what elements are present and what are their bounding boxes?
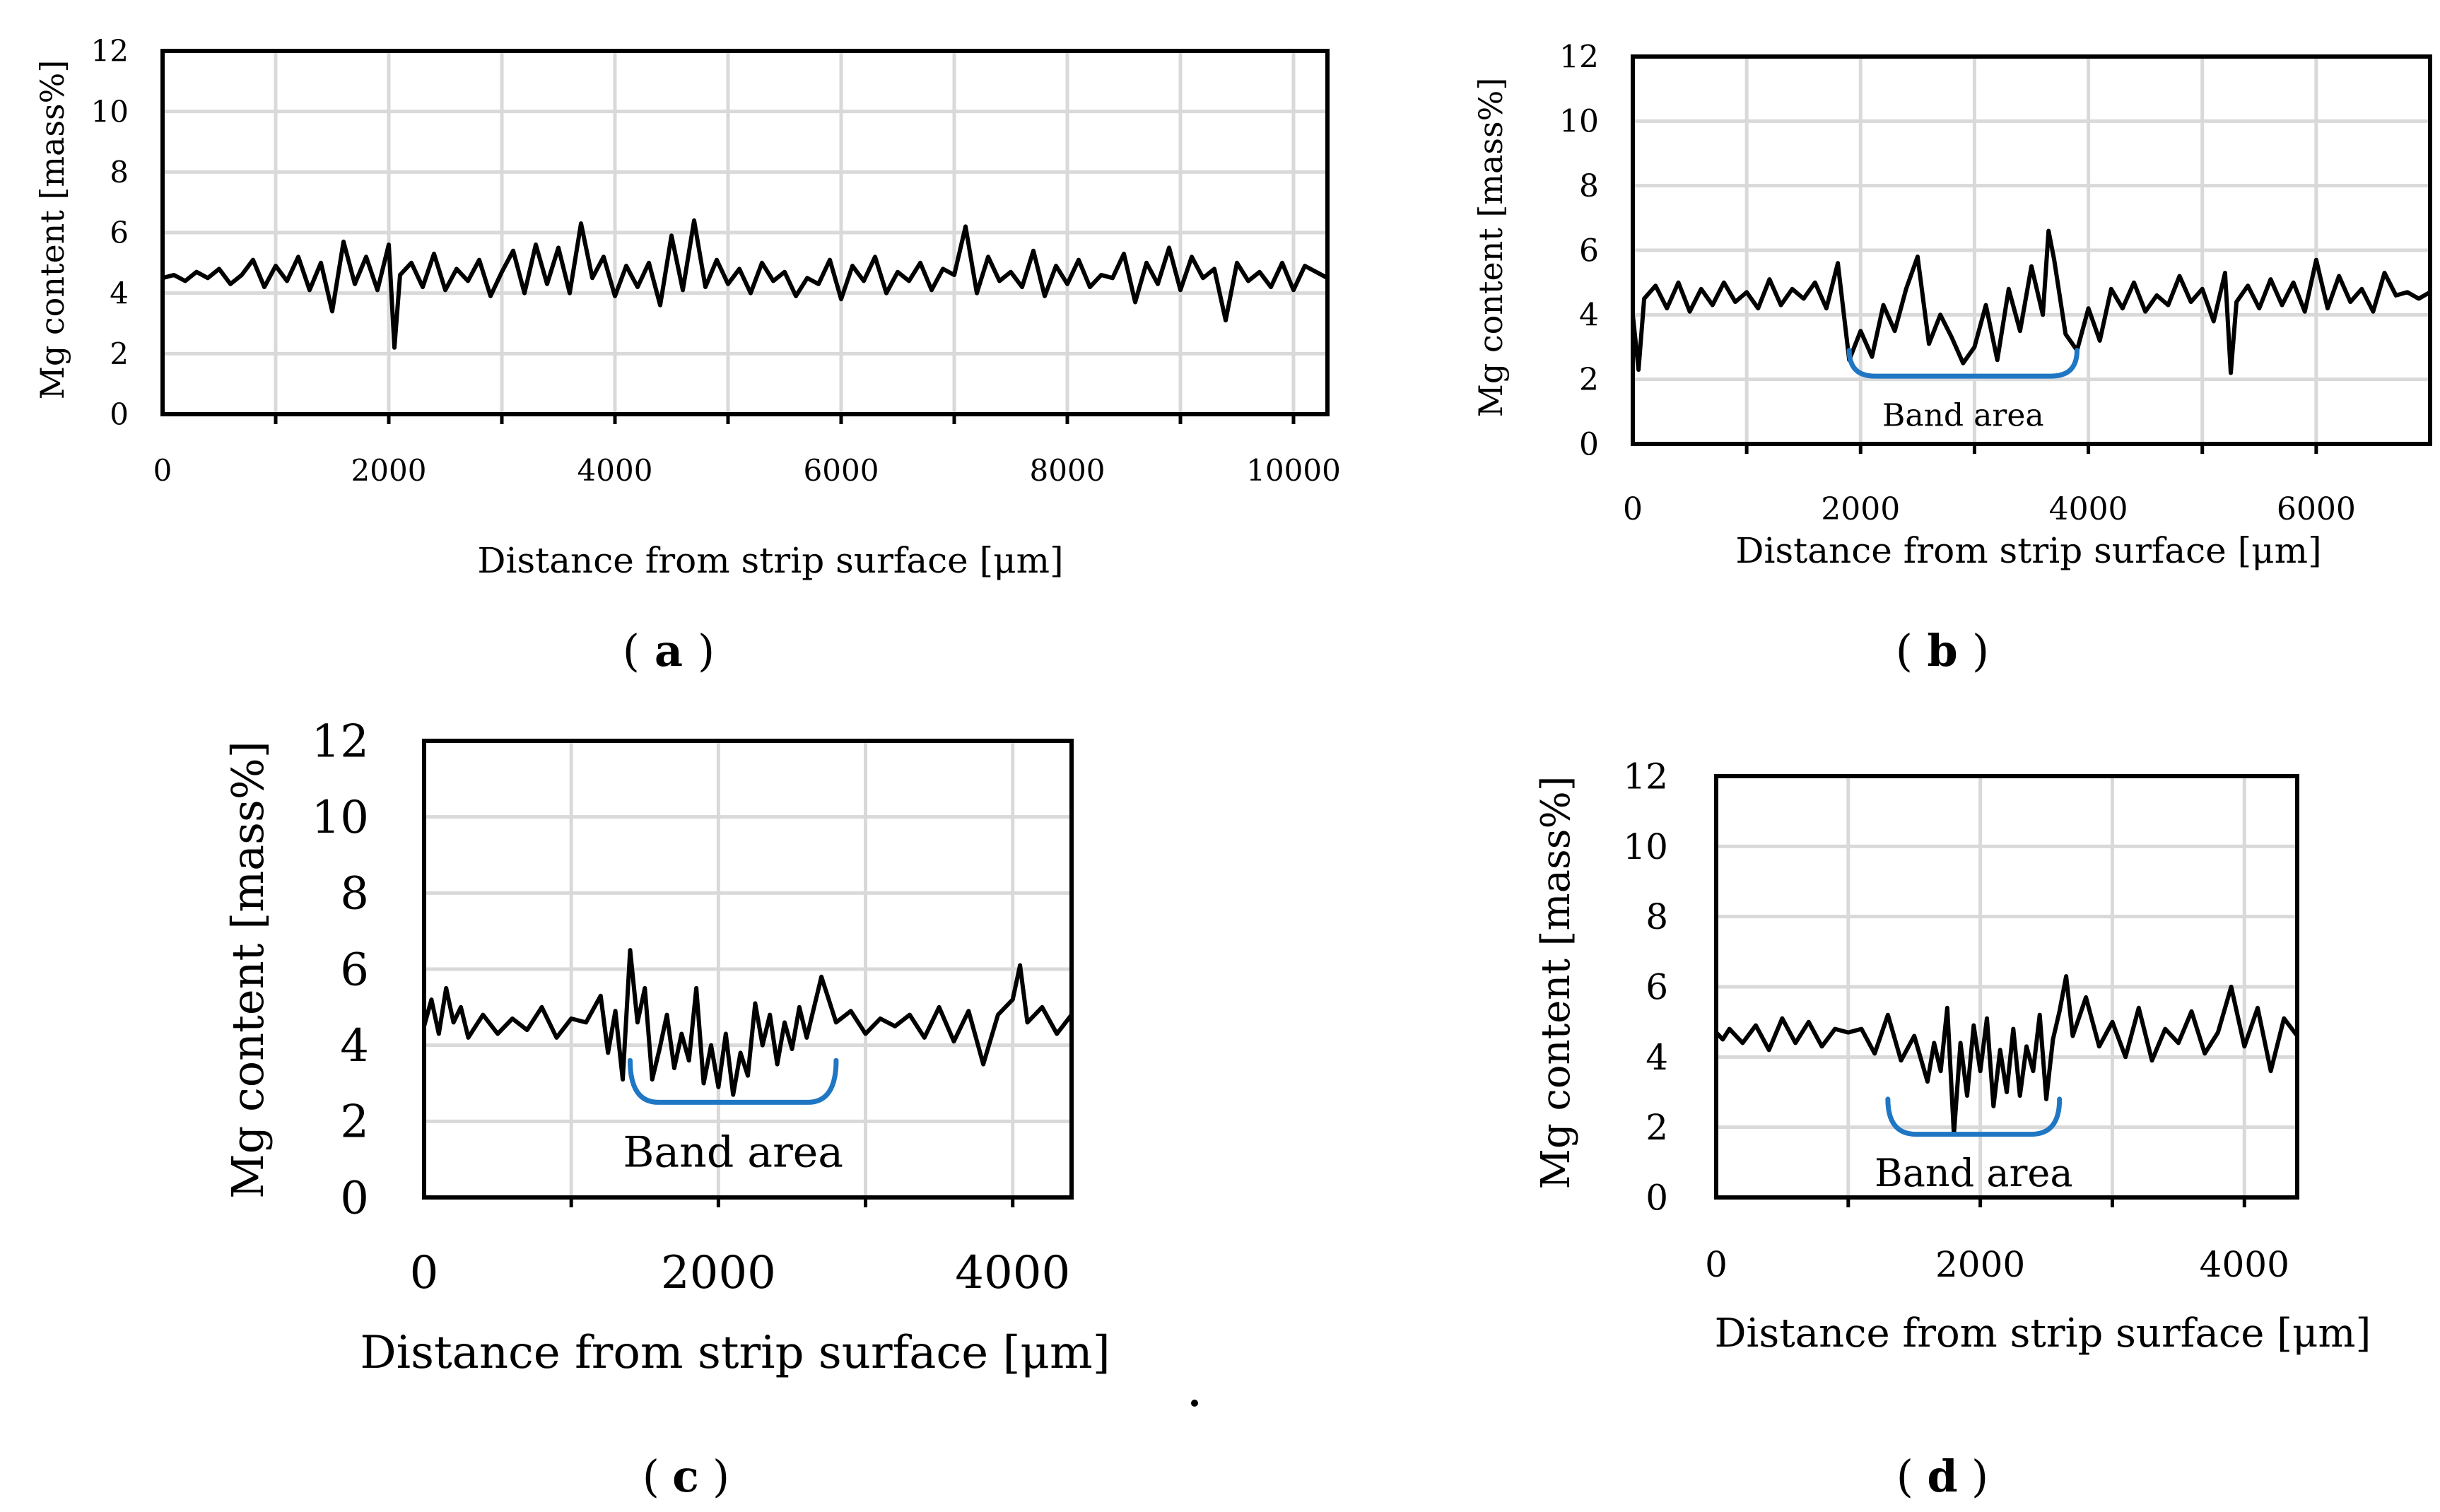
chart-a-panel-label-close: ) xyxy=(698,625,715,676)
chart-c-annotation: Band area xyxy=(623,1057,843,1177)
chart-a-xtick-label: 4000 xyxy=(577,453,653,488)
chart-a-xtick-label: 10000 xyxy=(1246,453,1341,488)
chart-c-gridlines xyxy=(424,741,1072,1197)
chart-b-ticks: 0 2 4 6 8 10 12 0 2000 4000 6000 xyxy=(1559,39,2356,527)
chart-c-y-axis-label: Mg content [mass%] xyxy=(222,741,274,1199)
chart-a-xtick-label: 0 xyxy=(153,453,172,488)
chart-c-ytick-label: 10 xyxy=(312,792,369,844)
chart-d-panel-label: d xyxy=(1927,1451,1957,1502)
chart-c-ytick-label: 12 xyxy=(312,715,369,768)
chart-c-band-label: Band area xyxy=(623,1127,843,1177)
chart-c-panel-label: c xyxy=(672,1451,699,1502)
chart-d-ytick-label: 0 xyxy=(1646,1178,1668,1219)
chart-a-series xyxy=(160,218,1330,350)
chart-b-ytick-label: 10 xyxy=(1559,104,1599,140)
chart-b-ytick-label: 2 xyxy=(1579,362,1599,398)
chart-c-panel-label-close: ) xyxy=(712,1451,729,1502)
chart-b-xtick-label: 4000 xyxy=(2049,491,2128,527)
chart-panel-c: 0 2 4 6 8 10 12 0 2000 4000 Band area Distance fr… xyxy=(222,715,1110,1502)
chart-b-xtick-label: 6000 xyxy=(2277,491,2356,527)
chart-b-x-axis-label: Distance from strip surface [μm] xyxy=(1735,530,2321,571)
chart-a-xtick-label: 6000 xyxy=(804,453,879,488)
chart-c-ytick-label: 8 xyxy=(340,868,369,920)
chart-d-series-line xyxy=(1714,974,2299,1137)
chart-d-annotation: Band area xyxy=(1875,1096,2073,1195)
chart-d-ytick-label: 8 xyxy=(1646,896,1668,937)
chart-b-plot-frame xyxy=(1631,54,2432,446)
chart-b-panel-label-close: ) xyxy=(1972,625,1989,676)
chart-b-ytick-label: 12 xyxy=(1559,39,1599,75)
chart-b-band-bracket xyxy=(1846,348,2080,379)
chart-c-ytick-label: 6 xyxy=(340,944,369,996)
chart-c-series-line xyxy=(422,948,1074,1097)
chart-c-series xyxy=(422,948,1074,1097)
chart-panel-a: 0 2 4 6 8 10 12 0 2000 4000 6000 8000 10000 Distance… xyxy=(33,34,1341,676)
chart-a-ytick-label: 4 xyxy=(110,276,129,310)
chart-a-panel-label: a xyxy=(655,625,683,676)
chart-b-panel-label: b xyxy=(1927,625,1957,676)
chart-b-ytick-label: 6 xyxy=(1579,233,1599,269)
chart-a-ytick-label: 6 xyxy=(110,216,129,250)
chart-c-x-axis-label: Distance from strip surface [μm] xyxy=(360,1327,1110,1379)
chart-b-y-axis-label: Mg content [mass%] xyxy=(1472,78,1510,418)
chart-c-plot-frame xyxy=(422,739,1074,1200)
chart-b-annotation: Band area xyxy=(1846,348,2080,433)
chart-a-xtick-label: 2000 xyxy=(351,453,427,488)
chart-d-ytick-label: 12 xyxy=(1623,756,1668,797)
chart-d-gridlines xyxy=(1716,776,2297,1197)
chart-panel-b: 0 2 4 6 8 10 12 0 2000 4000 6000 Band area Distanc… xyxy=(1472,39,2432,676)
chart-a-ytick-label: 0 xyxy=(110,397,129,432)
chart-c-ytick-label: 4 xyxy=(340,1020,369,1072)
chart-d-ytick-label: 2 xyxy=(1646,1107,1668,1148)
chart-a-ytick-label: 12 xyxy=(91,34,129,69)
chart-d-ytick-label: 10 xyxy=(1623,826,1668,867)
chart-d-xtick-label: 0 xyxy=(1705,1244,1728,1285)
chart-d-panel-label-open: ( xyxy=(1896,1451,1913,1502)
chart-a-ticks: 0 2 4 6 8 10 12 0 2000 4000 6000 8000 10000 xyxy=(91,34,1341,488)
chart-panel-d: 0 2 4 6 8 10 12 0 2000 4000 Band area Distance fr… xyxy=(1533,756,2371,1503)
stray-dot xyxy=(1191,1400,1198,1407)
chart-b-xtick-label: 2000 xyxy=(1821,491,1900,527)
chart-a-x-axis-label: Distance from strip surface [μm] xyxy=(477,540,1063,581)
chart-c-panel-label-open: ( xyxy=(643,1451,659,1502)
chart-d-ytick-label: 6 xyxy=(1646,967,1668,1008)
chart-a-ytick-label: 10 xyxy=(91,94,129,129)
chart-d-x-axis-label: Distance from strip surface [μm] xyxy=(1715,1311,2371,1356)
chart-b-series xyxy=(1631,228,2432,375)
chart-b-ytick-label: 4 xyxy=(1579,298,1599,334)
chart-c-band-bracket xyxy=(627,1057,839,1105)
chart-a-xtick-label: 8000 xyxy=(1030,453,1105,488)
chart-a-plot-frame xyxy=(160,49,1330,416)
chart-d-band-bracket xyxy=(1885,1096,2063,1137)
chart-a-panel-label-open: ( xyxy=(623,625,640,676)
chart-b-gridlines xyxy=(1633,57,2430,444)
chart-c-xtick-label: 4000 xyxy=(955,1247,1070,1299)
chart-a-series-line xyxy=(160,218,1330,350)
chart-d-panel-label-close: ) xyxy=(1971,1451,1988,1502)
chart-b-band-label: Band area xyxy=(1882,397,2044,433)
chart-a-ytick-label: 8 xyxy=(110,155,129,189)
chart-b-panel-label-open: ( xyxy=(1896,625,1913,676)
chart-c-ytick-label: 0 xyxy=(340,1172,369,1224)
chart-c-xtick-label: 0 xyxy=(410,1247,439,1299)
chart-b-xtick-label: 0 xyxy=(1623,491,1643,527)
chart-b-series-line xyxy=(1631,228,2432,375)
chart-d-ytick-label: 4 xyxy=(1646,1037,1668,1078)
chart-c-ticks: 0 2 4 6 8 10 12 0 2000 4000 xyxy=(312,715,1071,1299)
chart-a-gridlines xyxy=(163,51,1327,414)
chart-d-xtick-label: 4000 xyxy=(2200,1244,2289,1285)
chart-b-ytick-label: 0 xyxy=(1579,426,1599,462)
chart-c-xtick-label: 2000 xyxy=(661,1247,776,1299)
chart-d-series xyxy=(1714,974,2299,1137)
chart-d-ticks: 0 2 4 6 8 10 12 0 2000 4000 xyxy=(1623,756,2289,1286)
chart-d-y-axis-label: Mg content [mass%] xyxy=(1533,775,1579,1189)
chart-d-xtick-label: 2000 xyxy=(1935,1244,2025,1285)
chart-a-ytick-label: 2 xyxy=(110,336,129,371)
chart-c-ytick-label: 2 xyxy=(340,1096,369,1149)
chart-d-plot-frame xyxy=(1714,774,2299,1200)
chart-a-y-axis-label: Mg content [mass%] xyxy=(33,60,71,400)
chart-d-band-label: Band area xyxy=(1875,1151,2073,1195)
chart-b-ytick-label: 8 xyxy=(1579,168,1599,204)
